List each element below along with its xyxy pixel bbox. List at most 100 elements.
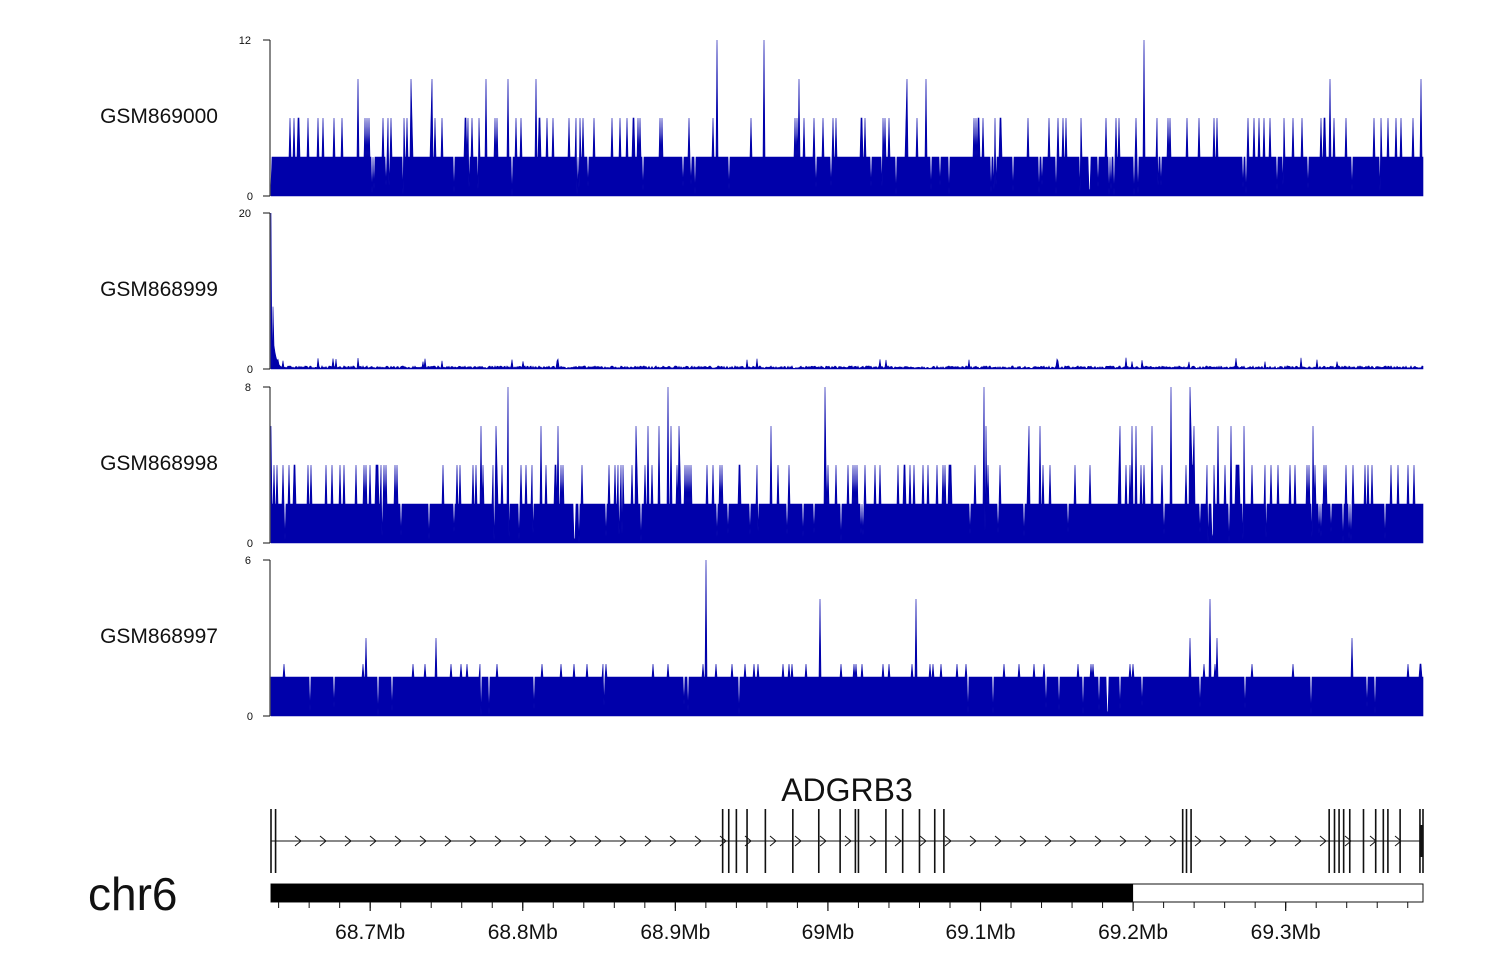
strand-arrow: [694, 835, 702, 847]
strand-arrow: [1344, 835, 1352, 847]
exon: [270, 809, 272, 873]
y-axis-max-label: 6: [245, 555, 251, 567]
strand-arrow: [919, 835, 927, 847]
signal-tracks: 12 0 GSM869000 20 0 GSM868999 8 0 GSM868998 6 0 GSM…: [100, 35, 1424, 723]
track-label: GSM868998: [100, 452, 218, 475]
axis-tick-label: 69.1Mb: [945, 921, 1015, 944]
exon: [933, 809, 936, 873]
y-axis-max-label: 12: [239, 35, 251, 47]
exon: [1374, 809, 1377, 873]
exon: [1362, 809, 1365, 873]
strand-arrow: [1319, 835, 1327, 847]
strand-arrow: [544, 835, 552, 847]
strand-arrow: [1169, 835, 1177, 847]
exon: [943, 809, 945, 873]
strand-arrow: [794, 835, 802, 847]
y-axis-min-label: 0: [247, 364, 253, 376]
axis-tick-label: 68.9Mb: [640, 921, 710, 944]
track-label: GSM868999: [100, 278, 218, 301]
strand-arrow: [494, 835, 502, 847]
exon: [721, 809, 724, 873]
exon: [1185, 809, 1188, 873]
y-axis-max-label: 20: [239, 208, 251, 220]
y-axis-min-label: 0: [247, 538, 253, 550]
strand-arrow: [1394, 835, 1402, 847]
exon: [901, 809, 904, 873]
strand-arrow: [1244, 835, 1252, 847]
chromosome-axis: chr6 68.7Mb 68.8Mb 68.9Mb 69Mb 69.1Mb 69.2Mb 69…: [88, 868, 1424, 944]
track-gsm868997: 6 0 GSM868997: [100, 555, 1424, 723]
exon: [727, 809, 730, 873]
signal-area-gsm868998: [270, 386, 1424, 544]
strand-arrow: [644, 835, 652, 847]
exon: [274, 809, 277, 873]
signal-area-gsm868999: [270, 212, 1424, 370]
strand-arrow: [569, 835, 577, 847]
strand-arrow: [1269, 835, 1277, 847]
track-gsm868999: 20 0 GSM868999: [100, 208, 1424, 376]
exon: [1342, 809, 1345, 873]
strand-arrow: [1044, 835, 1052, 847]
exon: [1419, 809, 1421, 873]
exon: [885, 809, 887, 873]
axis-tick-label: 69.3Mb: [1251, 921, 1321, 944]
strand-arrow: [444, 835, 452, 847]
exon: [792, 809, 794, 873]
chromosome-label: chr6: [88, 868, 177, 920]
exon: [918, 809, 921, 873]
exon: [1328, 809, 1330, 873]
strand-arrow: [969, 835, 977, 847]
track-gsm868998: 8 0 GSM868998: [100, 382, 1424, 550]
axis-tick-label: 68.7Mb: [335, 921, 405, 944]
strand-arrow: [819, 835, 827, 847]
strand-arrow: [394, 835, 402, 847]
strand-arrow: [294, 835, 302, 847]
exon-terminal: [1420, 825, 1423, 857]
strand-arrow: [994, 835, 1002, 847]
exon: [1382, 809, 1385, 873]
exon: [746, 809, 748, 873]
y-axis-max-label: 8: [245, 382, 251, 394]
strand-arrow: [1119, 835, 1127, 847]
exon: [1399, 809, 1401, 873]
exon: [1338, 809, 1340, 873]
strand-arrow: [669, 835, 677, 847]
strand-arrow: [369, 835, 377, 847]
strand-arrow: [769, 835, 777, 847]
exon: [1181, 809, 1184, 873]
strand-arrow: [1019, 835, 1027, 847]
strand-arrow: [1294, 835, 1302, 847]
axis-tick-label: 69Mb: [802, 921, 855, 944]
exon: [1333, 809, 1336, 873]
strand-arrow: [1094, 835, 1102, 847]
strand-arrow: [344, 835, 352, 847]
strand-arrow: [1144, 835, 1152, 847]
exon: [1190, 809, 1192, 873]
exon: [1387, 809, 1389, 873]
track-label: GSM869000: [100, 105, 218, 128]
exon: [857, 809, 860, 873]
axis-tick-label: 69.2Mb: [1098, 921, 1168, 944]
strand-arrow: [844, 835, 852, 847]
strand-arrow: [1069, 835, 1077, 847]
track-label: GSM868997: [100, 625, 218, 648]
strand-arrow: [419, 835, 427, 847]
exon: [1348, 809, 1351, 873]
exon: [839, 809, 841, 873]
signal-area-gsm868997: [270, 559, 1424, 717]
strand-arrow: [1219, 835, 1227, 847]
strand-arrow: [469, 835, 477, 847]
exon: [854, 809, 857, 873]
strand-arrow: [1194, 835, 1202, 847]
strand-arrow: [944, 835, 952, 847]
strand-arrow: [594, 835, 602, 847]
strand-arrow: [894, 835, 902, 847]
y-axis-min-label: 0: [247, 711, 253, 723]
y-axis-min-label: 0: [247, 191, 253, 203]
gene-name: ADGRB3: [781, 772, 913, 808]
exon: [735, 809, 738, 873]
gene-track: ADGRB3: [270, 772, 1424, 873]
axis-tick-label: 68.8Mb: [488, 921, 558, 944]
exon: [817, 809, 820, 873]
